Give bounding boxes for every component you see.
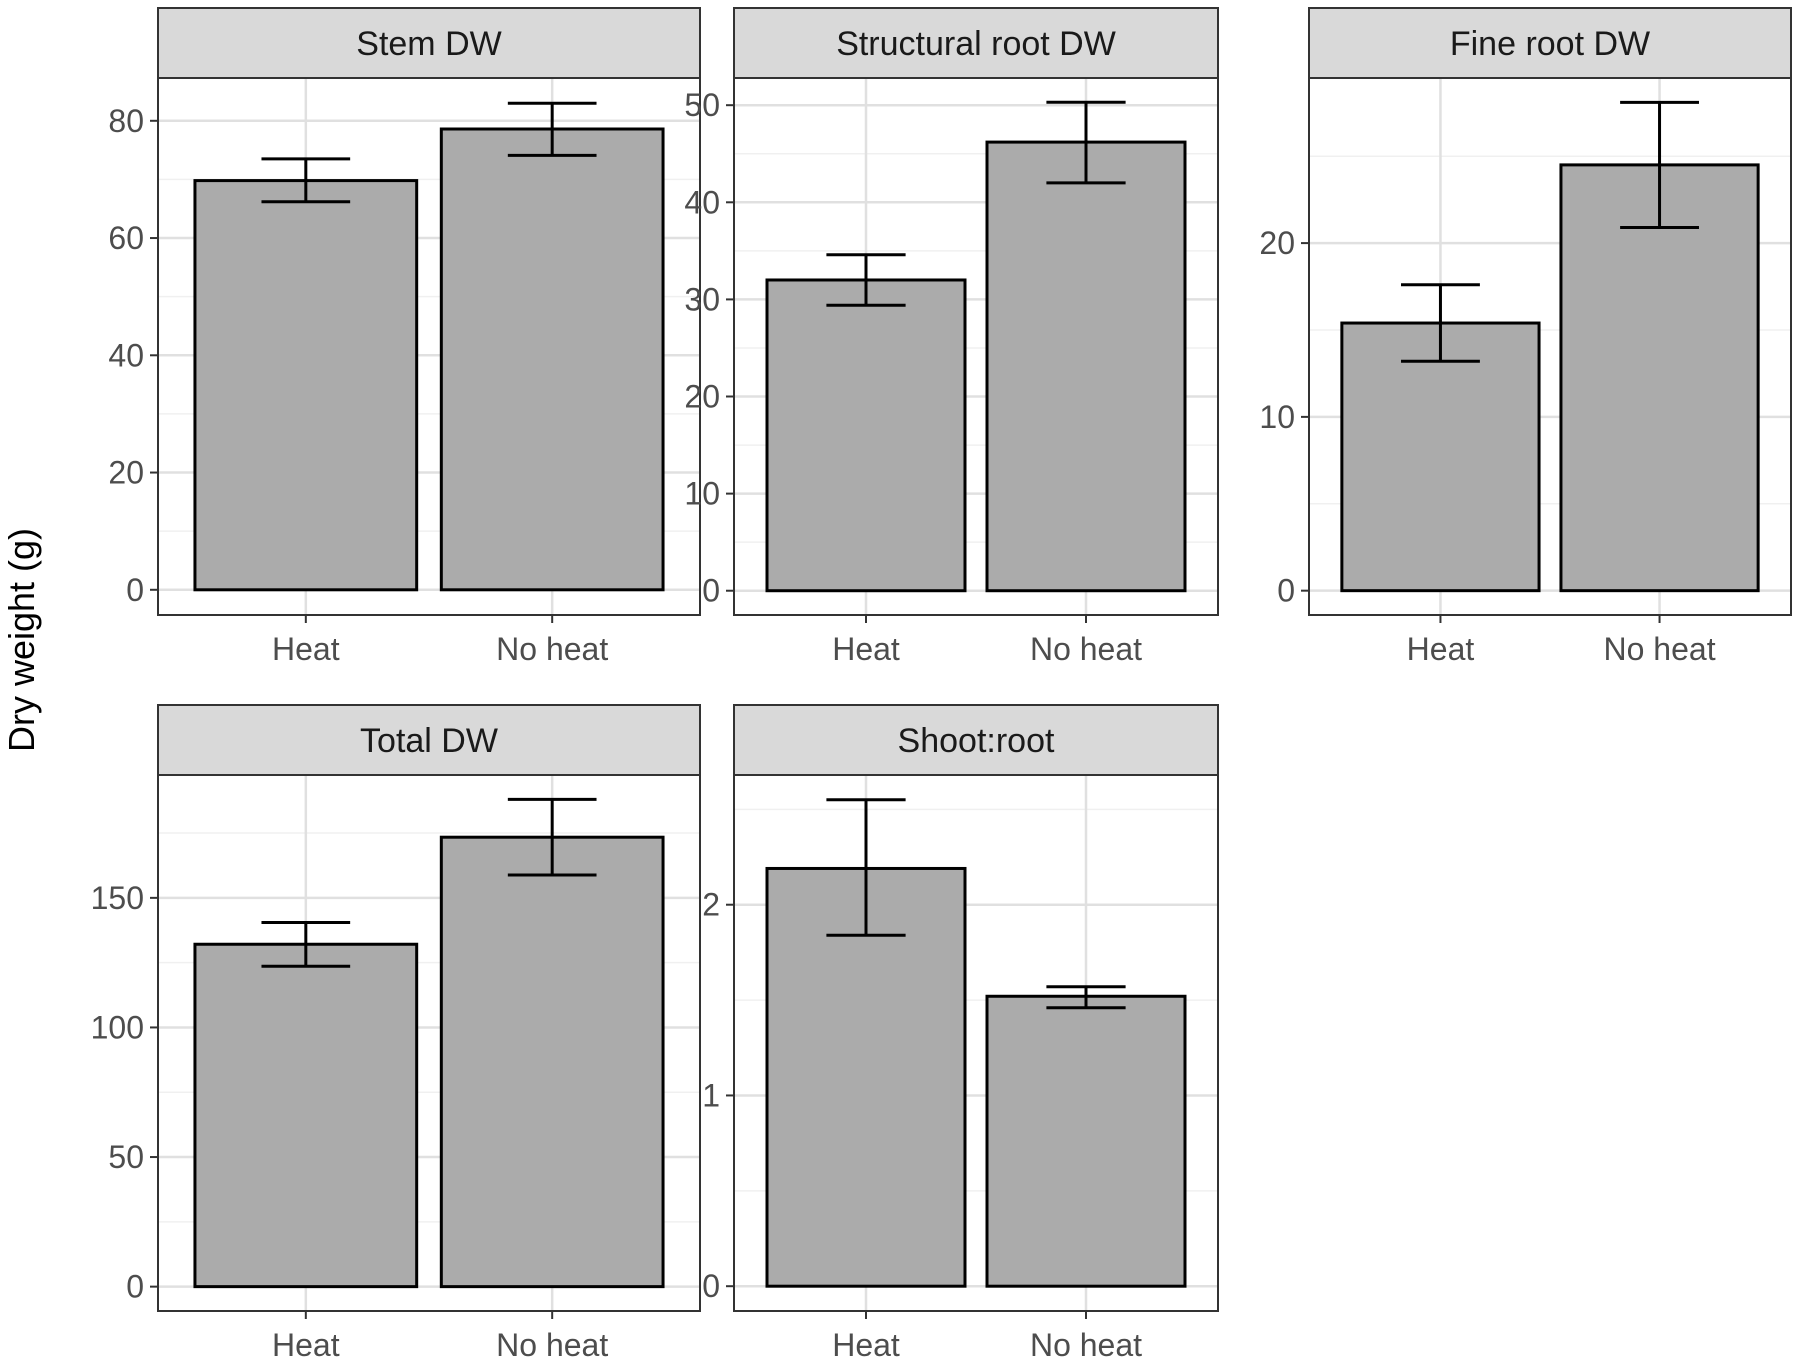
x-tick-label: Heat — [832, 631, 900, 667]
y-tick-label: 50 — [684, 87, 720, 123]
panel-border — [157, 77, 701, 616]
x-tick-label: Heat — [832, 1327, 900, 1363]
y-axis-title: Dry weight (g) — [1, 528, 42, 752]
facet-strip — [157, 7, 701, 79]
y-tick-label: 20 — [108, 455, 144, 491]
panel-border — [1308, 77, 1792, 616]
bar — [1559, 163, 1760, 593]
y-tick-label: 0 — [702, 1268, 720, 1304]
facet-strip — [733, 7, 1219, 79]
y-tick-label: 1 — [702, 1077, 720, 1113]
y-tick-label: 0 — [702, 573, 720, 609]
y-tick-label: 10 — [1259, 399, 1295, 435]
bar — [439, 835, 665, 1289]
bar — [1340, 321, 1541, 593]
y-tick-label: 50 — [108, 1139, 144, 1175]
x-tick-label: No heat — [496, 631, 608, 667]
panel-4: Total DW Heat No heat 0 50 100 150 — [91, 704, 701, 1363]
panel-border — [157, 774, 701, 1312]
y-tick-label: 40 — [108, 337, 144, 373]
facet-strip — [1308, 7, 1792, 79]
x-tick-label: No heat — [1030, 631, 1142, 667]
y-tick-label: 2 — [702, 887, 720, 923]
y-tick-label: 0 — [126, 1269, 144, 1305]
bar — [193, 942, 419, 1289]
facet-title: Total DW — [360, 722, 498, 760]
facet-title: Shoot:root — [898, 722, 1055, 760]
panel-2: Structural root DW Heat No heat 0 10 20 30 40 50 — [684, 7, 1219, 667]
bar — [439, 127, 665, 592]
y-tick-label: 40 — [684, 184, 720, 220]
bar — [765, 866, 967, 1288]
panel-5: Shoot:root Heat No heat 0 1 2 — [702, 704, 1219, 1363]
bar — [193, 179, 419, 592]
y-tick-label: 10 — [684, 476, 720, 512]
y-tick-label: 100 — [91, 1009, 144, 1045]
bar — [985, 994, 1187, 1288]
x-tick-label: No heat — [1604, 631, 1716, 667]
facet-strip — [157, 704, 701, 776]
facet-title: Stem DW — [356, 25, 501, 63]
y-tick-label: 0 — [126, 572, 144, 608]
y-tick-label: 150 — [91, 880, 144, 916]
bar — [985, 140, 1187, 593]
facet-title: Structural root DW — [836, 25, 1116, 63]
panel-border — [733, 774, 1219, 1312]
bar — [765, 278, 967, 593]
y-tick-label: 30 — [684, 281, 720, 317]
facet-title: Fine root DW — [1450, 25, 1650, 63]
x-tick-label: No heat — [496, 1327, 608, 1363]
y-tick-label: 0 — [1277, 573, 1295, 609]
x-tick-label: Heat — [272, 631, 340, 667]
x-tick-label: Heat — [1407, 631, 1475, 667]
y-tick-label: 60 — [108, 220, 144, 256]
y-tick-label: 20 — [1259, 225, 1295, 261]
panel-1: Stem DW Heat No heat 0 20 40 60 80 — [108, 7, 701, 667]
facet-strip — [733, 704, 1219, 776]
y-tick-label: 20 — [684, 379, 720, 415]
x-tick-label: Heat — [272, 1327, 340, 1363]
y-tick-label: 80 — [108, 103, 144, 139]
panel-border — [733, 77, 1219, 616]
x-tick-label: No heat — [1030, 1327, 1142, 1363]
panel-3: Fine root DW Heat No heat 0 10 20 — [1259, 7, 1792, 667]
